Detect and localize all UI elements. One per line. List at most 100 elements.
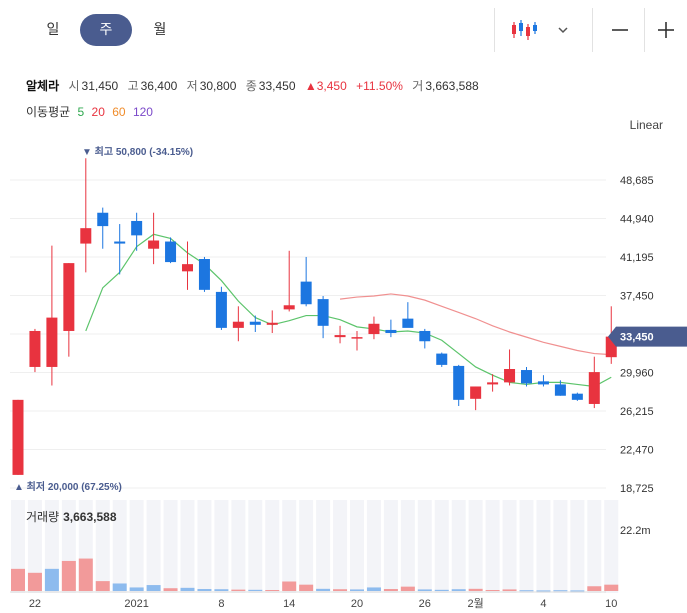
ma5-line (85, 233, 612, 388)
moving-average-label: 이동평균 (26, 105, 71, 119)
candle-body (232, 321, 244, 328)
volume-bar (451, 589, 466, 591)
stock-name: 알체라 (26, 79, 60, 93)
volume-value: 3,663,588 (425, 79, 479, 93)
ma60-legend[interactable]: 60 (112, 105, 126, 119)
volume-bar (265, 590, 280, 592)
volume-column-bg (536, 500, 551, 593)
volume-bar (163, 588, 178, 591)
volume-bar (11, 568, 25, 591)
plus-icon[interactable] (656, 20, 676, 40)
candle-body (46, 317, 58, 367)
high-label: 고 (127, 79, 139, 93)
volume-bar (366, 587, 381, 591)
volume-column-bg (383, 500, 398, 593)
tab-month[interactable]: 월 (153, 22, 167, 38)
candle-body (419, 330, 431, 342)
volume-bar (383, 589, 398, 591)
volume-column-bg (434, 500, 449, 593)
candle-body (80, 228, 92, 244)
volume-column-bg (197, 500, 212, 593)
high-value: 36,400 (140, 79, 178, 93)
candle-body (521, 370, 532, 384)
volume-column-bg (350, 500, 364, 593)
candle-body (29, 330, 41, 367)
candle-body (131, 220, 143, 236)
y-tick-label: 44,940 (620, 214, 654, 226)
ma20-legend[interactable]: 20 (91, 105, 105, 119)
volume-column-bg (553, 500, 568, 593)
candle-body (537, 381, 549, 385)
candle-body (554, 384, 566, 396)
candlestick-icon[interactable] (510, 16, 538, 44)
moving-average-legend: 이동평균 5 20 60 120 (26, 103, 157, 120)
volume-bar (299, 584, 314, 591)
volume-bar (400, 586, 415, 591)
candle-body (605, 336, 617, 358)
x-tick-label: 2021 (124, 598, 148, 610)
min-price-annotation: ▲ 최저 20,000 (67.25%) (14, 480, 122, 493)
price-change-percent: +11.50% (356, 79, 403, 93)
volume-bar (333, 589, 348, 591)
candle-body (368, 323, 380, 335)
y-tick-label: 48,685 (620, 175, 654, 187)
volume-bar (519, 590, 534, 592)
volume-bar (536, 590, 551, 592)
y-tick-label: 22,470 (620, 445, 654, 457)
candle-body (148, 240, 160, 249)
volume-bar (112, 583, 127, 591)
candle-body (198, 259, 210, 290)
candle-body (504, 369, 516, 383)
volume-column-bg (231, 500, 246, 593)
volume-bar (95, 581, 110, 591)
max-price-annotation: ▼ 최고 50,800 (-34.15%) (82, 145, 193, 158)
candle-body (571, 393, 583, 400)
volume-panel-label: 거래량 3,663,588 (26, 508, 117, 525)
volume-column-bg (604, 500, 619, 593)
volume-column-bg (129, 500, 144, 593)
volume-column-bg (95, 500, 110, 593)
volume-bar (434, 589, 449, 591)
scale-selector[interactable]: Linear (629, 118, 663, 132)
candle-body (588, 372, 600, 404)
tab-week[interactable]: 주 (80, 14, 132, 46)
volume-column-bg (27, 500, 42, 593)
volume-column-bg (146, 500, 161, 593)
candle-body (334, 335, 346, 338)
current-price-tag (608, 326, 687, 347)
volume-column-bg (214, 500, 229, 593)
x-tick-label: 2월 (468, 597, 484, 610)
candle-body (385, 329, 397, 334)
volume-bar (485, 590, 500, 592)
volume-bar (282, 581, 297, 591)
volume-column-bg (299, 500, 314, 593)
toolbar-divider (644, 8, 645, 52)
volume-bar (197, 589, 212, 591)
candle-body (249, 321, 261, 325)
volume-panel-value: 3,663,588 (63, 510, 117, 524)
volume-bar (417, 589, 432, 591)
y-tick-label: 37,450 (620, 291, 654, 303)
volume-column-bg (468, 500, 483, 593)
volume-column-bg (248, 500, 263, 593)
volume-bar (553, 590, 568, 592)
volume-column-bg (519, 500, 534, 593)
volume-column-bg (485, 500, 500, 593)
x-tick-label: 10 (605, 598, 617, 610)
volume-column-bg (400, 500, 415, 593)
minus-icon[interactable] (610, 20, 630, 40)
volume-column-bg (587, 500, 602, 593)
top-toolbar: 일 주 월 (0, 0, 687, 64)
price-change: ▲3,450 (304, 79, 347, 93)
candle-body (453, 365, 465, 400)
volume-bar (231, 589, 246, 591)
toolbar-divider (494, 8, 495, 52)
volume-bar (604, 584, 619, 591)
volume-column-bg (333, 500, 348, 593)
ma5-legend[interactable]: 5 (77, 105, 85, 119)
tab-day[interactable]: 일 (46, 22, 60, 38)
chevron-down-icon[interactable] (556, 22, 570, 36)
y-tick-label: 26,215 (620, 406, 654, 418)
ma120-legend[interactable]: 120 (132, 105, 153, 119)
